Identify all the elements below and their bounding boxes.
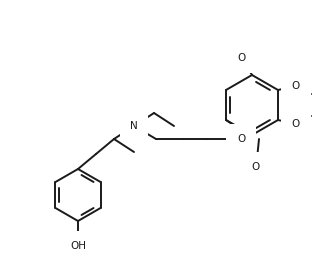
Text: O: O [292, 81, 300, 91]
Text: O: O [237, 134, 245, 144]
Text: O: O [238, 53, 246, 63]
Text: O: O [292, 119, 300, 129]
Text: N: N [130, 121, 138, 131]
Text: OH: OH [70, 241, 86, 251]
Text: O: O [251, 162, 259, 172]
